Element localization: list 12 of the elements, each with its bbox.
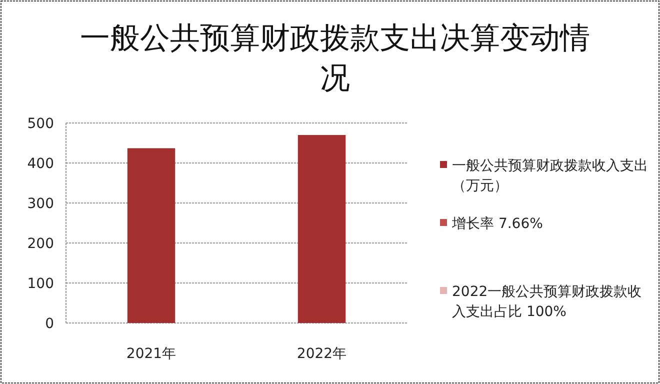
y-tick-label: 400 [27, 156, 54, 172]
x-tick-label: 2022年 [296, 346, 347, 362]
y-tick-label: 0 [45, 316, 54, 332]
legend-label: 增长率 7.66% [451, 216, 543, 232]
y-tick-label: 500 [27, 116, 54, 132]
y-tick-label: 300 [27, 196, 54, 212]
chart-title: 一般公共预算财政拨款支出决算变动情况 [80, 21, 590, 96]
x-tick-label: 2021年 [126, 346, 176, 362]
legend-label: 2022一般公共预算财政拨款收入支出占比 100% [452, 284, 642, 320]
y-tick-label: 100 [27, 276, 54, 292]
legend-label: 一般公共预算财政拨款收入支出（万元） [452, 158, 648, 194]
y-tick-label: 200 [27, 236, 54, 252]
